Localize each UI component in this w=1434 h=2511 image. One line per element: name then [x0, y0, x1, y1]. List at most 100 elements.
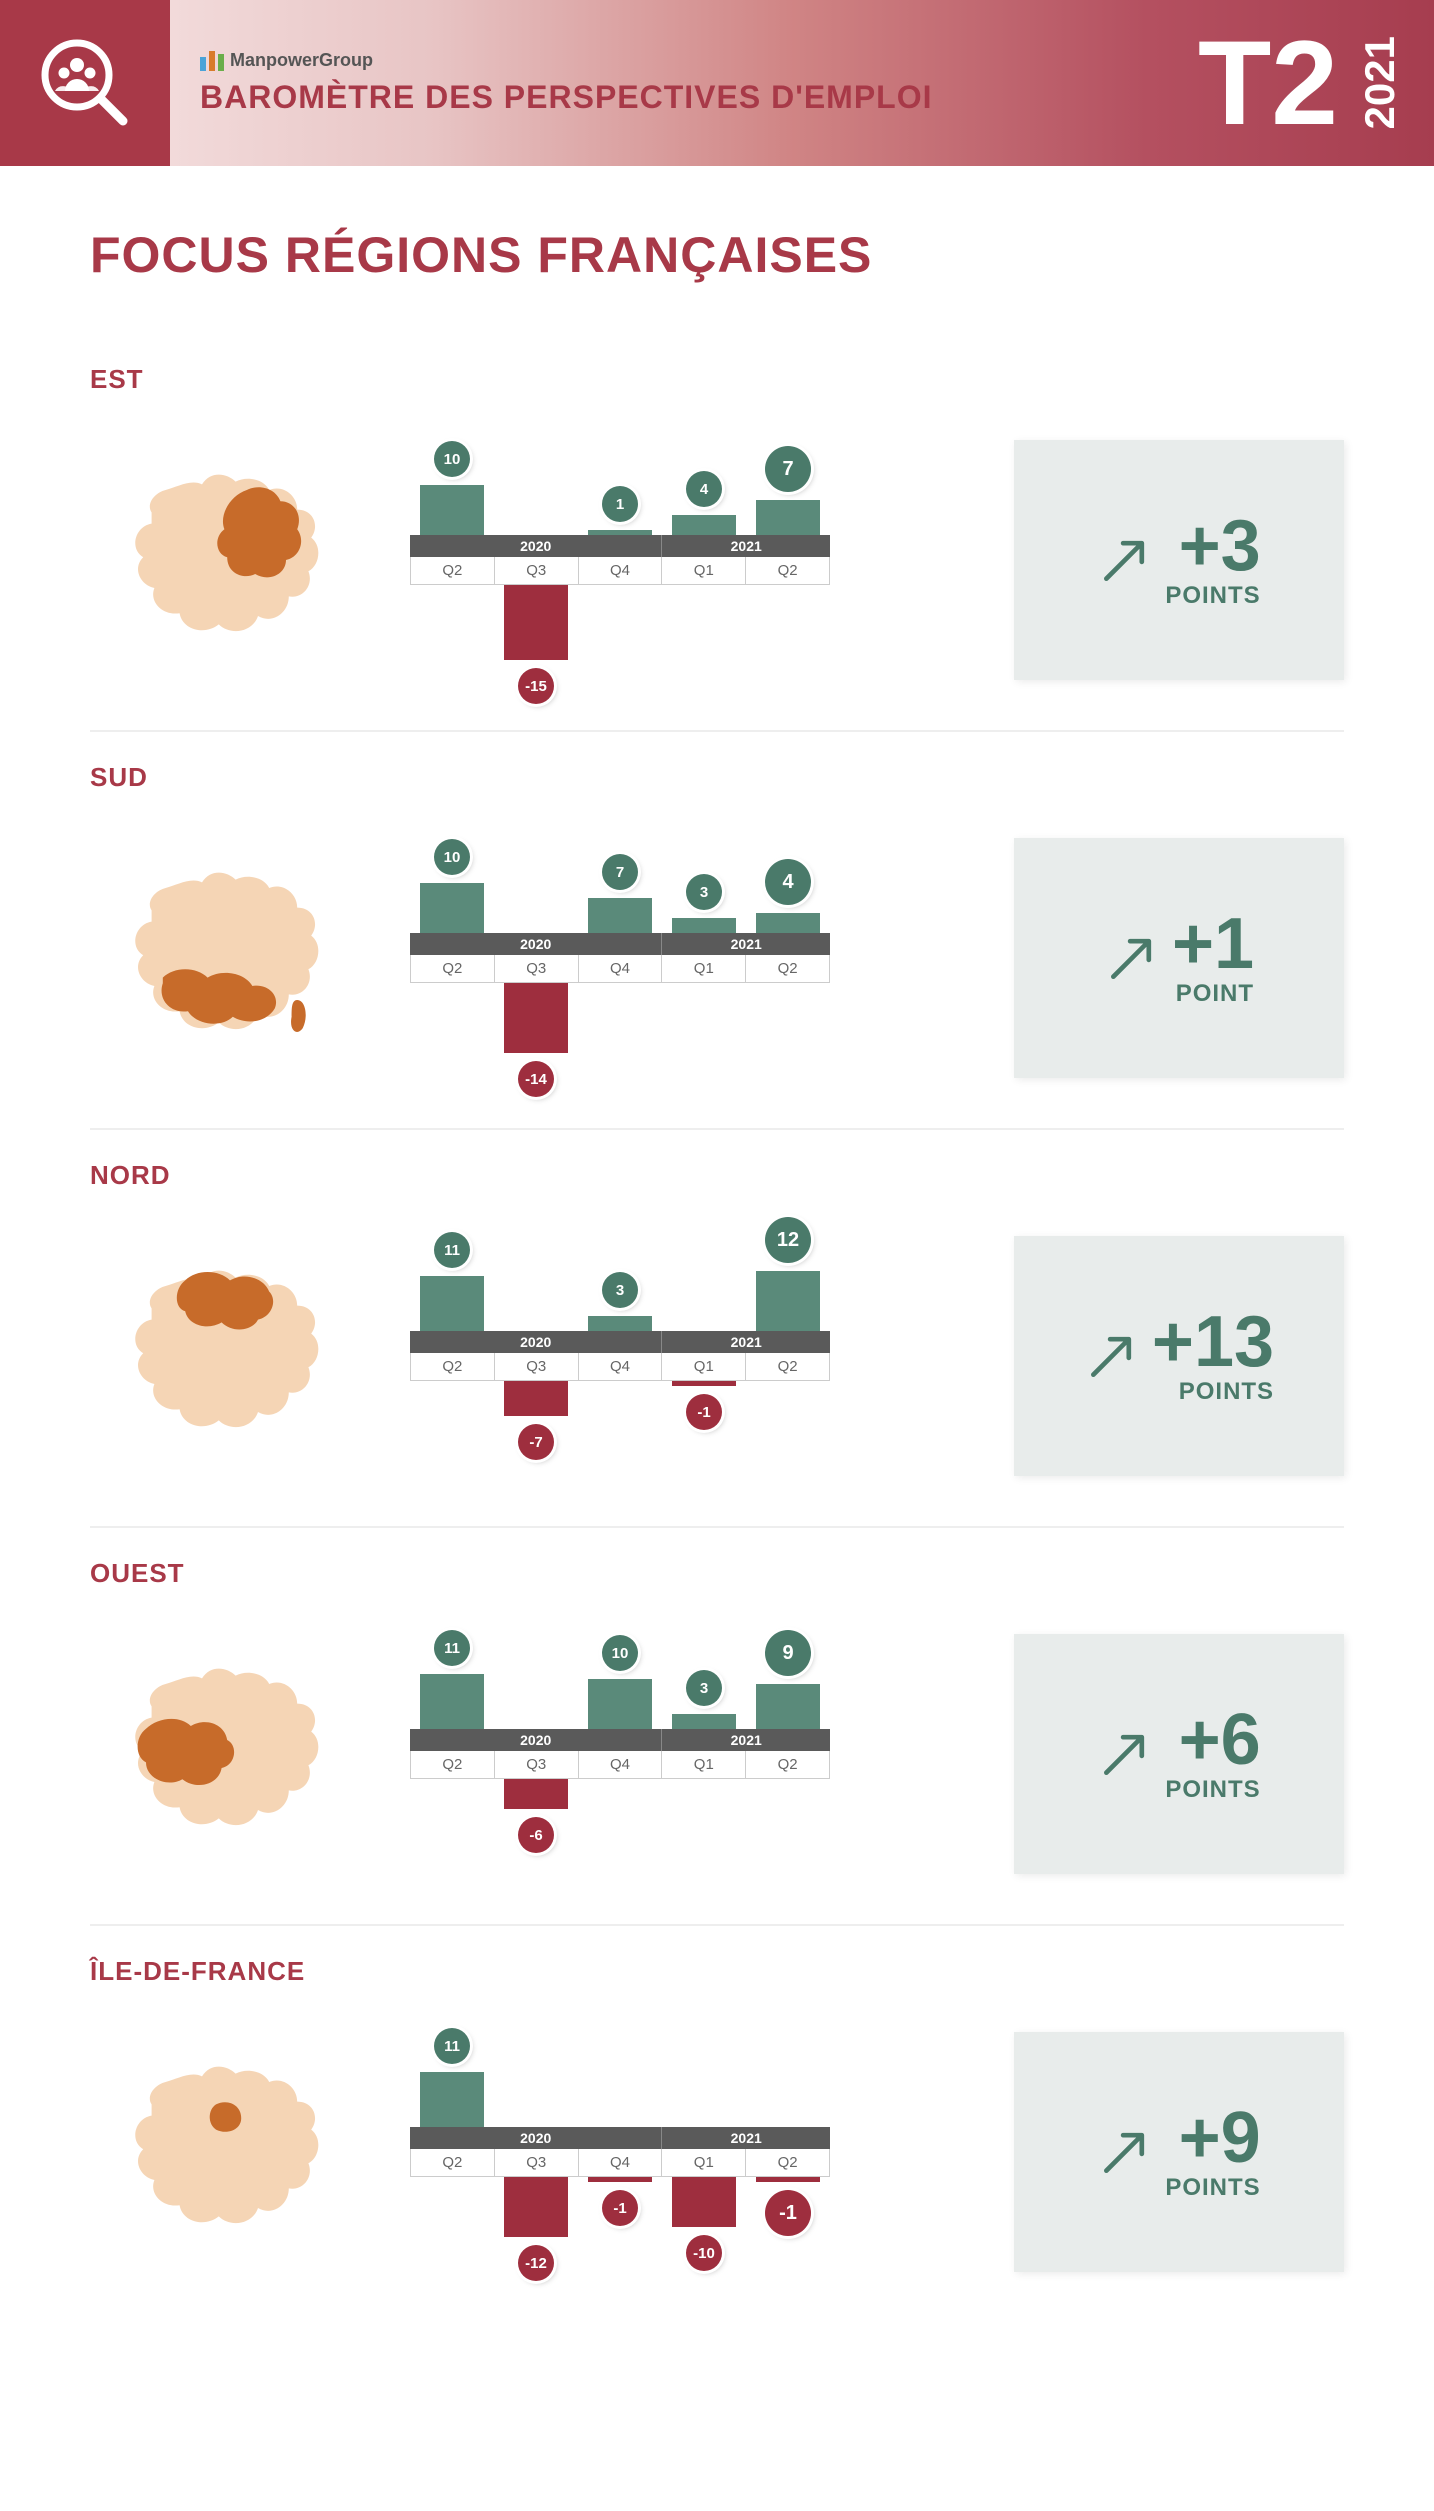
- arrow-up-icon: [1097, 532, 1153, 588]
- value-bubble: 1: [602, 486, 638, 522]
- bar: 7: [588, 898, 652, 933]
- arrow-up-icon: [1097, 1726, 1153, 1782]
- map: [90, 430, 370, 690]
- quarter-label: T2: [1198, 23, 1338, 143]
- map: [90, 2022, 370, 2282]
- value-bubble: 10: [434, 441, 470, 477]
- delta-value: +9: [1165, 2102, 1260, 2174]
- quarter-block: T2 2021: [1198, 23, 1404, 143]
- value-bubble: -6: [518, 1817, 554, 1853]
- header: ManpowerGroup BAROMÈTRE DES PERSPECTIVES…: [0, 0, 1434, 166]
- bar: 11: [420, 2072, 484, 2127]
- france-map-icon: [90, 1226, 370, 1486]
- region-block: SUD 10 -14 7 3 4: [90, 732, 1344, 1130]
- axis-year-row: 20202021: [410, 1331, 830, 1353]
- value-bubble: 12: [765, 1217, 811, 1263]
- bar: 3: [672, 1714, 736, 1729]
- region-block: EST 10 -15 1 4 7: [90, 334, 1344, 732]
- delta-box: +1 POINT: [1014, 838, 1344, 1078]
- bar-chart: 10 -14 7 3 4 20202021 Q2Q3Q4Q1Q2: [410, 818, 830, 1098]
- bar: 11: [420, 1674, 484, 1729]
- bar: 4: [672, 515, 736, 535]
- region-row: 10 -14 7 3 4 20202021 Q2Q3Q4Q1Q2: [90, 818, 1344, 1098]
- value-bubble: -10: [686, 2235, 722, 2271]
- delta-value: +3: [1165, 510, 1260, 582]
- axis-quarter-row: Q2Q3Q4Q1Q2: [410, 955, 830, 983]
- bar: -14: [504, 983, 568, 1053]
- value-bubble: 10: [602, 1635, 638, 1671]
- bar: 10: [588, 1679, 652, 1729]
- axis-quarter-row: Q2Q3Q4Q1Q2: [410, 557, 830, 585]
- bar: -1: [588, 2177, 652, 2182]
- bar: 10: [420, 485, 484, 535]
- region-row: 10 -15 1 4 7 20202021 Q2Q3Q4Q1Q2: [90, 420, 1344, 700]
- region-name: ÎLE-DE-FRANCE: [90, 1956, 1344, 1987]
- value-bubble: 11: [434, 1232, 470, 1268]
- region-block: ÎLE-DE-FRANCE 11 -12 -1 -10: [90, 1926, 1344, 2322]
- value-bubble: 10: [434, 839, 470, 875]
- brand-name: ManpowerGroup: [230, 50, 373, 71]
- map: [90, 828, 370, 1088]
- year-label: 2021: [1356, 36, 1404, 129]
- france-map-icon: [90, 430, 370, 690]
- axis-year-row: 20202021: [410, 2127, 830, 2149]
- value-bubble: 3: [686, 1670, 722, 1706]
- bar-chart: 10 -15 1 4 7 20202021 Q2Q3Q4Q1Q2: [410, 420, 830, 700]
- value-bubble: -14: [518, 1061, 554, 1097]
- value-bubble: 9: [765, 1630, 811, 1676]
- content: FOCUS RÉGIONS FRANÇAISES EST 10 -15 1 4: [0, 166, 1434, 2382]
- region-name: OUEST: [90, 1558, 1344, 1589]
- value-bubble: 3: [602, 1272, 638, 1308]
- bar-chart: 11 -12 -1 -10 -1 20202021 Q2Q3Q4Q1Q2: [410, 2012, 830, 2292]
- chart-axis: 20202021 Q2Q3Q4Q1Q2: [410, 535, 830, 585]
- delta-value: +13: [1152, 1306, 1274, 1378]
- value-bubble: -1: [686, 1394, 722, 1430]
- bar: 3: [672, 918, 736, 933]
- map: [90, 1624, 370, 1884]
- chart-axis: 20202021 Q2Q3Q4Q1Q2: [410, 2127, 830, 2177]
- region-block: OUEST 11 -6 10 3 9: [90, 1528, 1344, 1926]
- delta-text: +1 POINT: [1172, 908, 1254, 1008]
- region-name: EST: [90, 364, 1344, 395]
- bar: 4: [756, 913, 820, 933]
- axis-year-row: 20202021: [410, 535, 830, 557]
- bar: -1: [756, 2177, 820, 2182]
- region-row: 11 -12 -1 -10 -1 20202021 Q2Q3Q4Q1Q2: [90, 2012, 1344, 2292]
- region-name: SUD: [90, 762, 1344, 793]
- france-map-icon: [90, 1624, 370, 1884]
- header-badge: [0, 0, 170, 166]
- magnifier-people-icon: [35, 33, 135, 133]
- delta-value: +6: [1165, 1704, 1260, 1776]
- region-block: NORD 11 -7 3 -1 12: [90, 1130, 1344, 1528]
- bar: -7: [504, 1381, 568, 1416]
- bar: -6: [504, 1779, 568, 1809]
- value-bubble: 3: [686, 874, 722, 910]
- delta-box: +13 POINTS: [1014, 1236, 1344, 1476]
- delta-text: +9 POINTS: [1165, 2102, 1260, 2202]
- value-bubble: -7: [518, 1424, 554, 1460]
- bar: -10: [672, 2177, 736, 2227]
- delta-unit: POINTS: [1152, 1378, 1274, 1406]
- arrow-up-icon: [1084, 1328, 1140, 1384]
- region-row: 11 -7 3 -1 12 20202021 Q2Q3Q4Q1Q2: [90, 1216, 1344, 1496]
- bar: -15: [504, 585, 568, 660]
- delta-text: +3 POINTS: [1165, 510, 1260, 610]
- value-bubble: 11: [434, 2028, 470, 2064]
- value-bubble: 7: [602, 854, 638, 890]
- bar: 7: [756, 500, 820, 535]
- value-bubble: 11: [434, 1630, 470, 1666]
- delta-value: +1: [1172, 908, 1254, 980]
- bar: 11: [420, 1276, 484, 1331]
- delta-unit: POINTS: [1165, 2174, 1260, 2202]
- bar: 9: [756, 1684, 820, 1729]
- bar-chart: 11 -6 10 3 9 20202021 Q2Q3Q4Q1Q2: [410, 1614, 830, 1894]
- value-bubble: -1: [602, 2190, 638, 2226]
- brand-bars-icon: [200, 51, 224, 71]
- chart-axis: 20202021 Q2Q3Q4Q1Q2: [410, 1729, 830, 1779]
- map: [90, 1226, 370, 1486]
- bar: 3: [588, 1316, 652, 1331]
- axis-quarter-row: Q2Q3Q4Q1Q2: [410, 2149, 830, 2177]
- france-map-icon: [90, 828, 370, 1088]
- delta-box: +9 POINTS: [1014, 2032, 1344, 2272]
- arrow-up-icon: [1104, 930, 1160, 986]
